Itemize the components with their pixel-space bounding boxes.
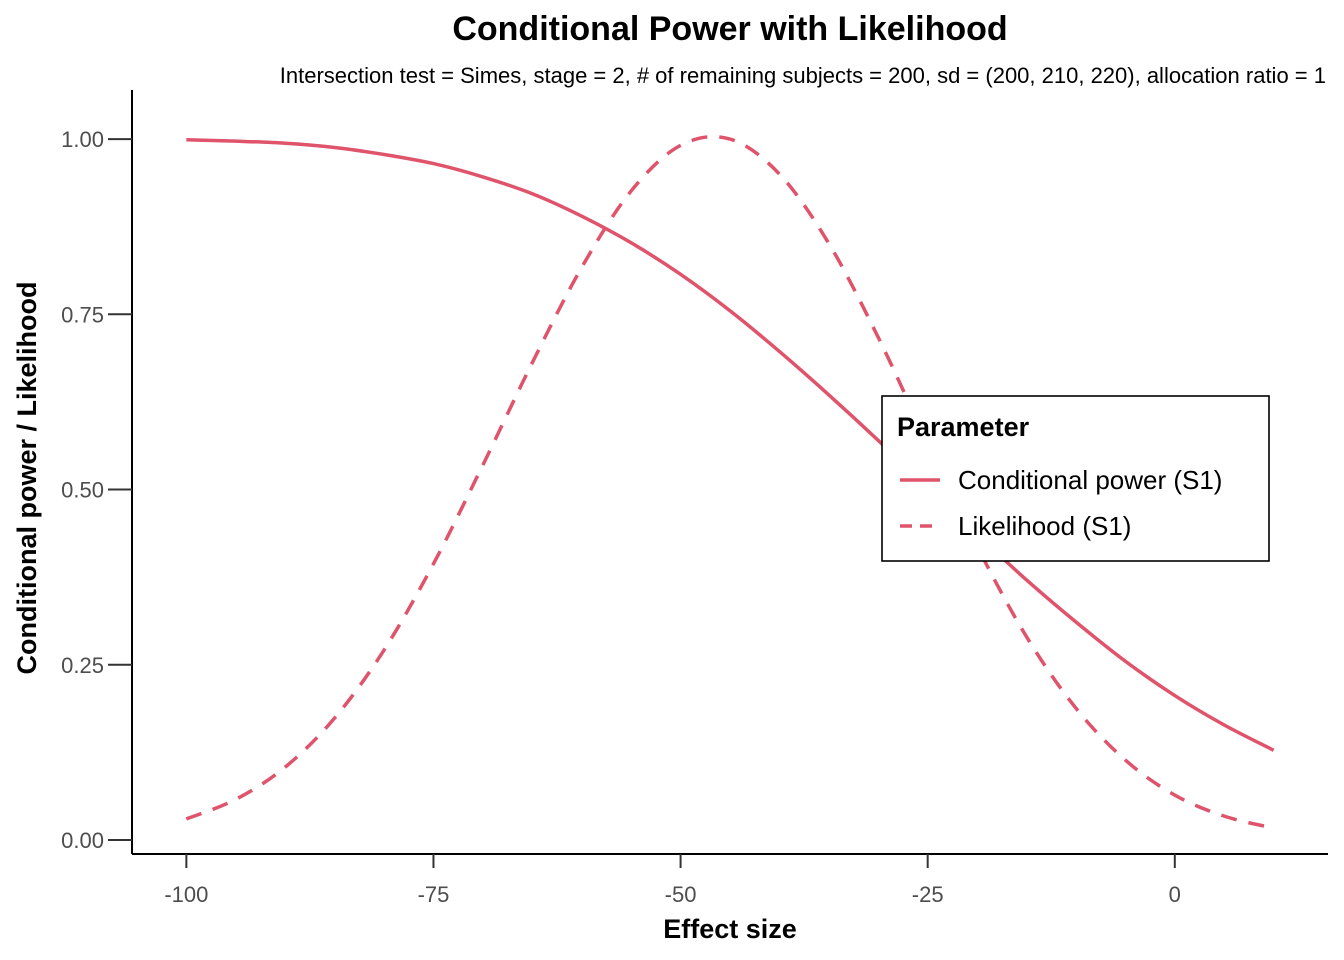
x-tick-label: 0	[1169, 882, 1181, 907]
chart-subtitle: Intersection test = Simes, stage = 2, # …	[280, 63, 1326, 88]
axes	[131, 90, 1328, 855]
plot-series	[185, 134, 1275, 830]
series-line-conditional-power	[186, 138, 1275, 752]
x-tick-label: -50	[665, 882, 697, 907]
axis-ticks: 0.00 0.25 0.50 0.75 1.00 -100 -75 -50 -25 0	[61, 127, 1181, 907]
legend-label-likelihood: Likelihood (S1)	[958, 511, 1131, 541]
chart-title: Conditional Power with Likelihood	[452, 10, 1007, 48]
y-tick-label: 1.00	[61, 127, 104, 152]
x-tick-label: -75	[418, 882, 450, 907]
y-tick-label: 0.75	[61, 302, 104, 327]
legend: Parameter Conditional power (S1) Likelih…	[881, 395, 1270, 562]
y-tick-label: 0.25	[61, 653, 104, 678]
series-line-likelihood	[185, 134, 1275, 830]
x-tick-label: -100	[164, 882, 208, 907]
legend-title: Parameter	[897, 412, 1030, 442]
y-tick-label: 0.50	[61, 478, 104, 503]
x-tick-label: -25	[912, 882, 944, 907]
legend-box	[881, 395, 1270, 562]
legend-label-conditional-power: Conditional power (S1)	[958, 465, 1222, 495]
x-axis-title: Effect size	[663, 914, 797, 944]
y-axis-title: Conditional power / Likelihood	[12, 282, 42, 675]
y-tick-label: 0.00	[61, 828, 104, 853]
